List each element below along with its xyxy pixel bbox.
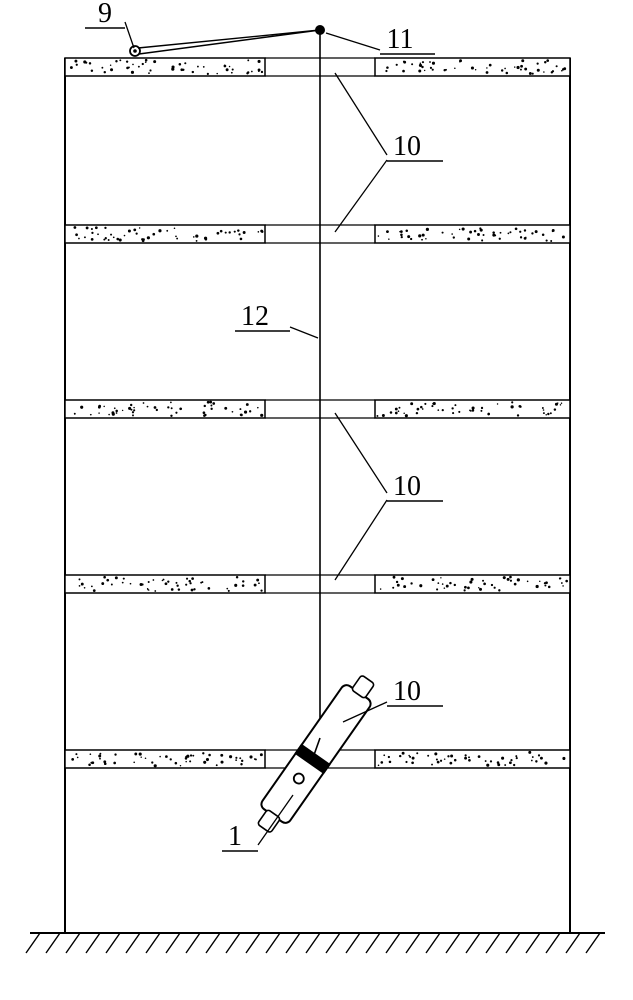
label-text: 10 bbox=[393, 471, 421, 502]
figure-root: 9 11 10 12 10 10 1 bbox=[0, 0, 633, 1000]
label-text: 10 bbox=[393, 131, 421, 162]
slab-segment bbox=[65, 58, 265, 76]
canvas-bg bbox=[0, 0, 633, 1000]
slab-segment bbox=[65, 400, 265, 418]
label-text: 9 bbox=[98, 0, 112, 29]
label-text: 10 bbox=[393, 676, 421, 707]
label-text: 11 bbox=[387, 24, 414, 55]
label-text: 12 bbox=[241, 301, 269, 332]
slab-segment bbox=[375, 225, 570, 243]
slab-segment bbox=[65, 225, 265, 243]
slab-segment bbox=[375, 575, 570, 593]
slab-segment bbox=[65, 575, 265, 593]
slab-segment bbox=[375, 58, 570, 76]
winch-pin bbox=[133, 49, 137, 53]
label-text: 1 bbox=[228, 821, 242, 852]
slab-segment bbox=[65, 750, 265, 768]
slab-segment bbox=[375, 750, 570, 768]
slab-segment bbox=[375, 400, 570, 418]
